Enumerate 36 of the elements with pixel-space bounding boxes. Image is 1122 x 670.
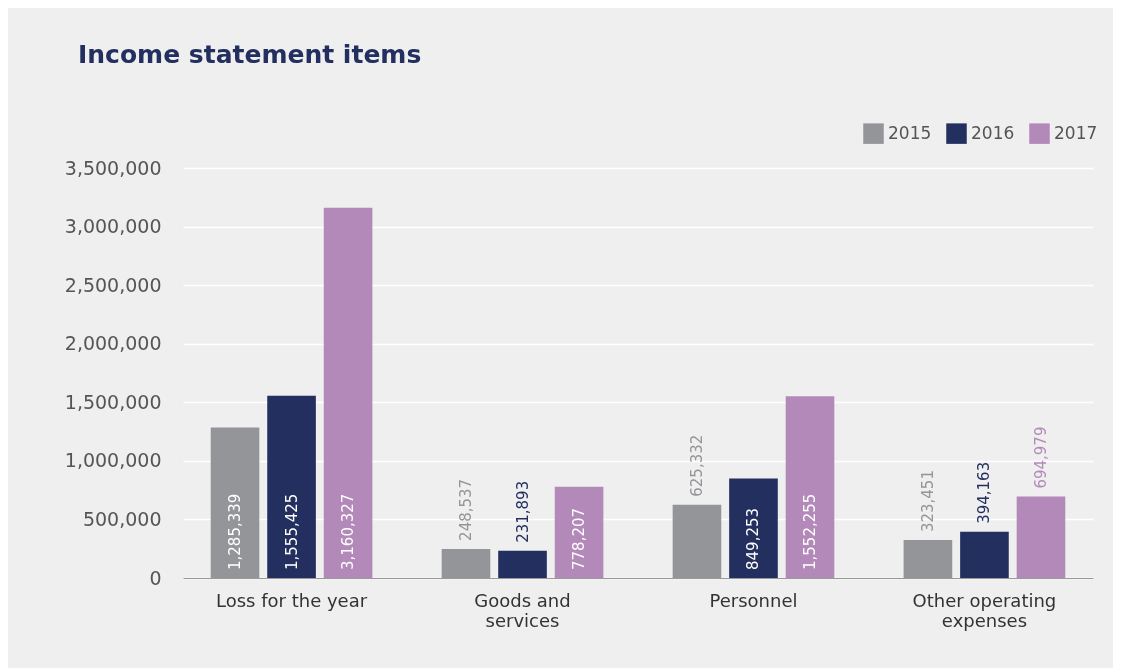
y-tick-label: 3,500,000 [64,156,162,179]
y-tick-label: 3,000,000 [64,215,162,238]
y-tick-label: 500,000 [82,507,162,530]
bar [498,550,547,578]
bar [729,478,778,578]
data-label: 625,332 [687,434,706,497]
data-label: 778,207 [570,507,589,570]
y-tick-label: 0 [149,566,162,589]
legend-label: 2017 [1054,122,1098,143]
data-label: 323,451 [918,470,937,533]
data-label: 1,555,425 [282,493,301,570]
legend-label: 2015 [888,122,932,143]
y-tick-label: 1,000,000 [64,449,162,472]
bar [785,396,835,578]
y-tick-label: 2,500,000 [64,273,162,296]
bar [554,486,604,578]
bar [1016,496,1066,578]
data-label: 248,537 [456,478,475,541]
bar [960,531,1009,578]
x-tick-label: Goods and services [474,589,571,631]
bar [267,395,316,578]
data-label: 3,160,327 [339,493,358,570]
data-label: 1,552,255 [801,493,820,570]
y-tick-label: 2,000,000 [64,332,162,355]
data-label: 694,979 [1031,426,1050,489]
chart-title: Income statement items [78,40,422,69]
legend-label: 2016 [971,122,1015,143]
x-tick-label: Personnel [709,589,798,611]
x-tick-label: Loss for the year [216,589,368,611]
data-label: 394,163 [975,461,994,524]
data-label: 849,253 [744,507,763,570]
data-label: 1,285,339 [226,493,245,570]
data-label: 231,893 [513,480,532,543]
bar [323,207,373,578]
x-tick-label: Other operating expenses [912,589,1057,631]
y-tick-label: 1,500,000 [64,390,162,413]
